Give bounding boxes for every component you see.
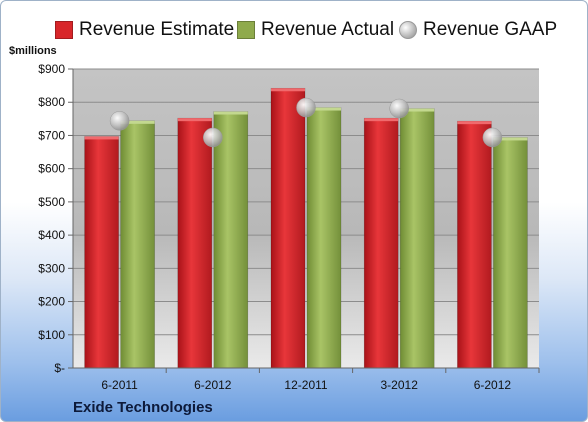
y-axis-ticks: $- $100 $200 $300 $400 $500 $600 $700 $800 $900 xyxy=(38,62,73,375)
bar-revenue-estimate-top xyxy=(457,121,492,125)
bar-revenue-actual xyxy=(493,137,528,369)
bar-revenue-estimate xyxy=(457,120,492,369)
gaap-point xyxy=(482,127,503,148)
x-tick-label: 6-2012 xyxy=(474,378,512,392)
bar-revenue-estimate xyxy=(177,117,213,369)
bar-revenue-estimate-top xyxy=(84,136,119,140)
bar-revenue-estimate xyxy=(270,87,306,369)
bars xyxy=(84,87,528,369)
legend-swatch-revenue-estimate xyxy=(55,21,73,39)
gaap-points xyxy=(109,97,503,148)
bar-revenue-estimate xyxy=(363,117,399,369)
bar-revenue-actual-top xyxy=(120,120,155,124)
y-tick-label: $200 xyxy=(38,295,65,309)
legend-item-revenue-gaap: Revenue GAAP xyxy=(399,15,557,45)
y-tick-label: $900 xyxy=(38,62,65,76)
bar-revenue-estimate-top xyxy=(271,88,305,92)
legend: Revenue Estimate Revenue Actual Revenue … xyxy=(1,15,587,45)
legend-swatch-revenue-actual xyxy=(237,21,255,39)
bar-revenue-actual-top xyxy=(307,107,341,111)
legend-label-revenue-gaap: Revenue GAAP xyxy=(423,19,558,40)
gaap-point xyxy=(203,127,223,148)
bar-revenue-actual xyxy=(213,111,249,369)
legend-marker-revenue-gaap xyxy=(399,21,417,39)
y-tick-label: $700 xyxy=(38,128,65,142)
y-tick-label: $100 xyxy=(38,328,65,342)
gaap-point xyxy=(296,97,316,118)
y-tick-label: $600 xyxy=(38,162,65,176)
legend-label-revenue-estimate: Revenue Estimate xyxy=(79,19,235,40)
gaap-point xyxy=(389,98,409,119)
y-axis-units-label: $millions xyxy=(9,45,57,57)
y-tick-label: $- xyxy=(54,361,65,375)
company-name: Exide Technologies xyxy=(73,399,213,416)
bar-revenue-actual xyxy=(120,120,155,369)
y-tick-label: $300 xyxy=(38,261,65,275)
bar-revenue-estimate xyxy=(84,136,119,369)
bar-revenue-actual-top xyxy=(493,137,528,141)
x-axis-ticks: 6-2011 6-2012 12-2011 3-2012 6-2012 xyxy=(101,368,540,392)
bar-revenue-actual-top xyxy=(213,111,248,115)
bar-revenue-actual xyxy=(306,107,342,369)
gaap-point xyxy=(109,111,130,131)
bar-revenue-actual xyxy=(399,108,435,369)
y-tick-label: $800 xyxy=(38,95,65,109)
y-tick-label: $400 xyxy=(38,228,65,242)
legend-item-revenue-estimate: Revenue Estimate xyxy=(55,15,234,45)
bar-revenue-estimate-top xyxy=(364,118,399,122)
y-tick-label: $500 xyxy=(38,195,65,209)
x-tick-label: 3-2012 xyxy=(381,378,419,392)
x-tick-label: 12-2011 xyxy=(284,378,327,392)
bar-revenue-estimate-top xyxy=(177,118,212,122)
x-tick-label: 6-2012 xyxy=(194,378,232,392)
legend-item-revenue-actual: Revenue Actual xyxy=(237,15,394,45)
bar-revenue-actual-top xyxy=(400,108,435,112)
legend-label-revenue-actual: Revenue Actual xyxy=(261,19,395,40)
x-tick-label: 6-2011 xyxy=(101,378,138,392)
